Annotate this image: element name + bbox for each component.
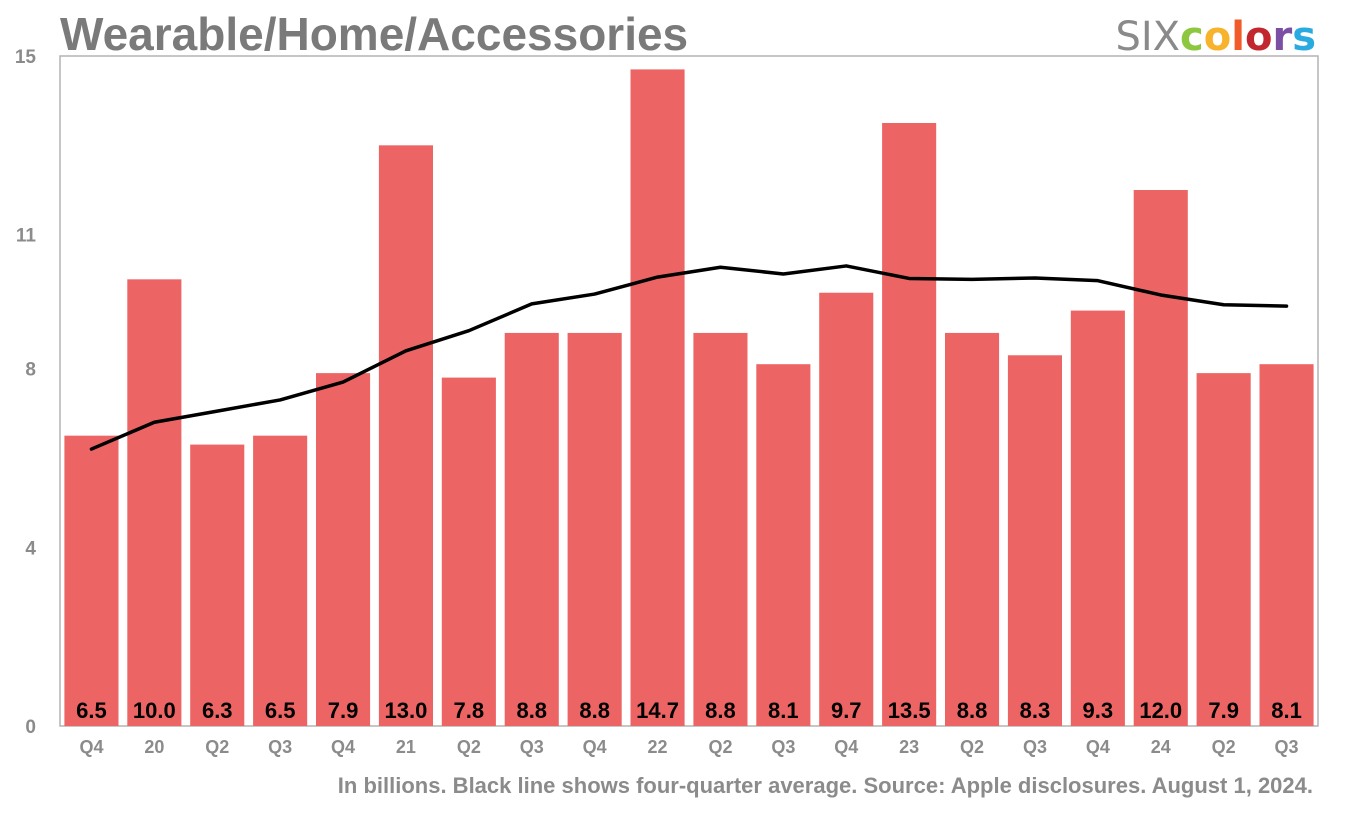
plot-frame-group: [59, 55, 1319, 727]
bar: [756, 364, 811, 726]
bar: [316, 373, 371, 726]
bar: [1007, 355, 1062, 726]
bar-value-label: 12.0: [1139, 698, 1182, 723]
bar-value-label: 9.3: [1083, 698, 1114, 723]
x-tick-label: Q2: [457, 737, 481, 757]
bar-value-label: 6.5: [76, 698, 107, 723]
brand-letter: c: [1180, 14, 1204, 60]
bar-value-label: 6.5: [265, 698, 296, 723]
x-tick-label: 22: [648, 737, 668, 757]
bar: [253, 435, 308, 726]
x-tick-label: Q3: [771, 737, 795, 757]
x-tick-label: Q2: [960, 737, 984, 757]
brand-logo-text: SIXcolors: [1115, 14, 1316, 60]
bar-value-label: 8.1: [1271, 698, 1302, 723]
bar-value-label: 7.9: [328, 698, 359, 723]
bar: [1259, 364, 1314, 726]
y-tick-label: 15: [15, 47, 37, 68]
bar: [693, 332, 748, 726]
bar: [378, 145, 433, 726]
bar: [504, 332, 559, 726]
bar-value-label: 8.8: [579, 698, 610, 723]
x-tick-label: Q2: [1212, 737, 1236, 757]
bar-value-label: 7.8: [454, 698, 485, 723]
x-tick-label: Q3: [520, 737, 544, 757]
sixcolors-logo: SIXcolors: [1115, 14, 1316, 60]
y-axis-ticks: 0 4 8 11 15: [15, 47, 37, 738]
brand-letter: o: [1245, 14, 1272, 60]
x-tick-label: Q3: [1023, 737, 1047, 757]
x-tick-label: Q2: [708, 737, 732, 757]
bar: [190, 444, 245, 726]
bar-value-label: 6.3: [202, 698, 233, 723]
bar-value-label: 8.8: [957, 698, 988, 723]
bar-value-label: 8.8: [516, 698, 547, 723]
footnote: In billions. Black line shows four-quart…: [338, 773, 1313, 798]
x-tick-label: Q3: [1275, 737, 1299, 757]
plot-frame: [59, 55, 1319, 727]
x-tick-label: 20: [144, 737, 164, 757]
x-tick-label: 24: [1151, 737, 1171, 757]
x-tick-label: Q2: [205, 737, 229, 757]
x-tick-label: Q3: [268, 737, 292, 757]
bar-value-label: 8.8: [705, 698, 736, 723]
bar-value-label: 10.0: [133, 698, 176, 723]
x-tick-label: Q4: [834, 737, 858, 757]
y-tick-label: 4: [25, 538, 36, 559]
four-quarter-average-line: [89, 264, 1289, 451]
y-tick-label: 0: [25, 717, 36, 738]
bar: [1070, 310, 1125, 726]
bar: [945, 332, 1000, 726]
bar: [127, 279, 182, 726]
bar: [1196, 373, 1251, 726]
x-tick-label: Q4: [331, 737, 355, 757]
brand-letter: o: [1204, 14, 1231, 60]
bar-value-label: 14.7: [636, 698, 679, 723]
bar-value-label: 8.3: [1020, 698, 1051, 723]
labels-group: 6.5 10.0 6.3 6.5 7.9 13.0 7.8 8.8 8.8 14.7 8.8 8.1 9…: [76, 698, 1302, 723]
bar: [819, 292, 874, 726]
bar: [882, 123, 937, 726]
y-tick-label: 8: [25, 360, 36, 381]
brand-letter: s: [1292, 14, 1316, 60]
chart-title: Wearable/Home/Accessories: [60, 8, 688, 60]
bar: [630, 69, 685, 726]
bar-value-label: 9.7: [831, 698, 862, 723]
x-axis-ticks: Q4 20 Q2 Q3 Q4 21 Q2 Q3 Q4 22 Q2 Q3 Q4 23 Q2 Q3 Q4 24 Q2 Q3: [79, 737, 1298, 757]
x-tick-label: Q4: [1086, 737, 1110, 757]
x-tick-label: 21: [396, 737, 416, 757]
brand-letter: l: [1231, 14, 1245, 60]
bar: [64, 435, 119, 726]
y-tick-label: 11: [16, 226, 37, 247]
bar: [567, 332, 622, 726]
brand-colors-holder: colors: [1180, 14, 1316, 60]
bars-group: [64, 69, 1314, 726]
x-tick-label: Q4: [79, 737, 103, 757]
bar-value-label: 13.0: [385, 698, 428, 723]
brand-prefix: SIX: [1115, 14, 1180, 60]
bar-value-label: 8.1: [768, 698, 799, 723]
bar-value-label: 13.5: [888, 698, 931, 723]
x-tick-label: 23: [899, 737, 919, 757]
x-tick-label: Q4: [583, 737, 607, 757]
brand-letter: r: [1272, 14, 1292, 60]
bar: [1133, 190, 1188, 726]
line-group: [89, 264, 1289, 451]
bar: [441, 377, 496, 726]
bar-value-label: 7.9: [1208, 698, 1239, 723]
